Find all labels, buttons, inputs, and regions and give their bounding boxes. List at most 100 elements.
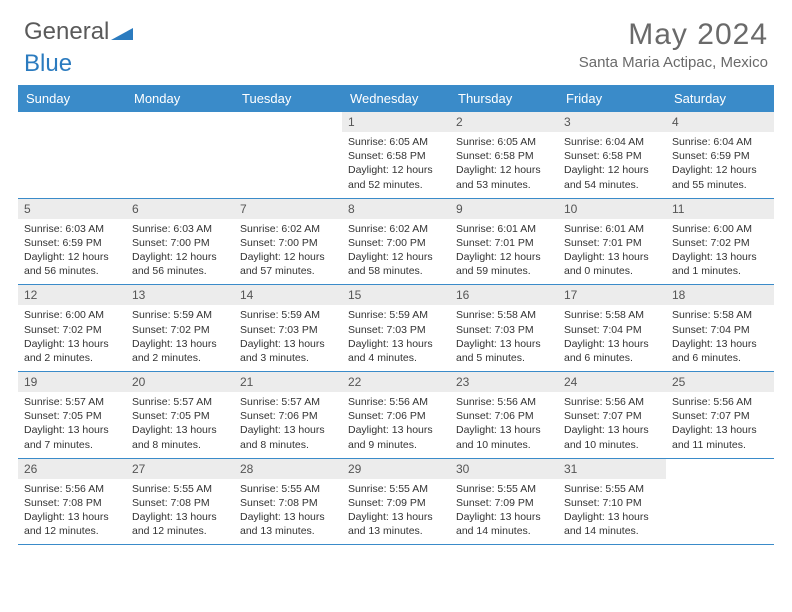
day-cell: 27Sunrise: 5:55 AMSunset: 7:08 PMDayligh… [126,458,234,545]
day-number: 23 [450,372,558,392]
day-cell: 22Sunrise: 5:56 AMSunset: 7:06 PMDayligh… [342,372,450,459]
day-details: Sunrise: 5:56 AMSunset: 7:07 PMDaylight:… [558,392,666,458]
day-cell: 14Sunrise: 5:59 AMSunset: 7:03 PMDayligh… [234,285,342,372]
week-row: 26Sunrise: 5:56 AMSunset: 7:08 PMDayligh… [18,458,774,545]
day-number: 18 [666,285,774,305]
day-details: Sunrise: 6:02 AMSunset: 7:00 PMDaylight:… [234,219,342,285]
day-details [126,132,234,182]
day-details: Sunrise: 5:56 AMSunset: 7:07 PMDaylight:… [666,392,774,458]
week-row: 12Sunrise: 6:00 AMSunset: 7:02 PMDayligh… [18,285,774,372]
day-cell: 13Sunrise: 5:59 AMSunset: 7:02 PMDayligh… [126,285,234,372]
day-cell: 21Sunrise: 5:57 AMSunset: 7:06 PMDayligh… [234,372,342,459]
day-cell: 24Sunrise: 5:56 AMSunset: 7:07 PMDayligh… [558,372,666,459]
day-number: 2 [450,112,558,132]
day-header: Tuesday [234,85,342,112]
day-details: Sunrise: 5:56 AMSunset: 7:06 PMDaylight:… [342,392,450,458]
day-details: Sunrise: 5:56 AMSunset: 7:06 PMDaylight:… [450,392,558,458]
day-header: Thursday [450,85,558,112]
day-header: Saturday [666,85,774,112]
day-number: 3 [558,112,666,132]
day-details: Sunrise: 5:58 AMSunset: 7:04 PMDaylight:… [666,305,774,371]
day-number: 13 [126,285,234,305]
day-details: Sunrise: 6:04 AMSunset: 6:58 PMDaylight:… [558,132,666,198]
day-number: 28 [234,459,342,479]
day-details: Sunrise: 5:57 AMSunset: 7:05 PMDaylight:… [126,392,234,458]
day-details: Sunrise: 5:59 AMSunset: 7:03 PMDaylight:… [234,305,342,371]
day-number: 29 [342,459,450,479]
day-details: Sunrise: 6:00 AMSunset: 7:02 PMDaylight:… [18,305,126,371]
day-cell: 11Sunrise: 6:00 AMSunset: 7:02 PMDayligh… [666,198,774,285]
day-number: 26 [18,459,126,479]
day-number: 20 [126,372,234,392]
day-header: Sunday [18,85,126,112]
week-row: 5Sunrise: 6:03 AMSunset: 6:59 PMDaylight… [18,198,774,285]
day-details: Sunrise: 6:04 AMSunset: 6:59 PMDaylight:… [666,132,774,198]
day-details: Sunrise: 6:05 AMSunset: 6:58 PMDaylight:… [450,132,558,198]
day-cell: 28Sunrise: 5:55 AMSunset: 7:08 PMDayligh… [234,458,342,545]
day-cell: 7Sunrise: 6:02 AMSunset: 7:00 PMDaylight… [234,198,342,285]
day-number: 4 [666,112,774,132]
day-cell: 26Sunrise: 5:56 AMSunset: 7:08 PMDayligh… [18,458,126,545]
day-number: 30 [450,459,558,479]
day-details: Sunrise: 6:01 AMSunset: 7:01 PMDaylight:… [558,219,666,285]
day-number: 21 [234,372,342,392]
day-number: 1 [342,112,450,132]
day-number: 22 [342,372,450,392]
day-number [666,459,774,479]
day-number: 6 [126,199,234,219]
day-number [234,112,342,132]
day-cell: 4Sunrise: 6:04 AMSunset: 6:59 PMDaylight… [666,112,774,198]
day-details: Sunrise: 5:55 AMSunset: 7:10 PMDaylight:… [558,479,666,545]
day-details: Sunrise: 5:59 AMSunset: 7:03 PMDaylight:… [342,305,450,371]
title-block: May 2024 Santa Maria Actipac, Mexico [579,18,768,71]
day-number: 12 [18,285,126,305]
empty-cell [666,458,774,545]
logo-text-1: General [24,18,109,46]
day-number: 14 [234,285,342,305]
month-title: May 2024 [579,18,768,52]
day-header: Monday [126,85,234,112]
day-details: Sunrise: 5:55 AMSunset: 7:08 PMDaylight:… [234,479,342,545]
day-number: 11 [666,199,774,219]
day-cell: 18Sunrise: 5:58 AMSunset: 7:04 PMDayligh… [666,285,774,372]
week-row: 1Sunrise: 6:05 AMSunset: 6:58 PMDaylight… [18,112,774,198]
day-details: Sunrise: 5:59 AMSunset: 7:02 PMDaylight:… [126,305,234,371]
day-number: 9 [450,199,558,219]
calendar-table: SundayMondayTuesdayWednesdayThursdayFrid… [18,85,774,545]
day-details: Sunrise: 5:58 AMSunset: 7:04 PMDaylight:… [558,305,666,371]
day-cell: 12Sunrise: 6:00 AMSunset: 7:02 PMDayligh… [18,285,126,372]
day-number: 5 [18,199,126,219]
day-details: Sunrise: 5:55 AMSunset: 7:09 PMDaylight:… [342,479,450,545]
day-number: 17 [558,285,666,305]
empty-cell [126,112,234,198]
day-number: 24 [558,372,666,392]
day-cell: 9Sunrise: 6:01 AMSunset: 7:01 PMDaylight… [450,198,558,285]
day-number: 25 [666,372,774,392]
logo-triangle-icon [111,24,133,40]
day-details: Sunrise: 5:58 AMSunset: 7:03 PMDaylight:… [450,305,558,371]
day-header-row: SundayMondayTuesdayWednesdayThursdayFrid… [18,85,774,112]
day-cell: 23Sunrise: 5:56 AMSunset: 7:06 PMDayligh… [450,372,558,459]
day-cell: 20Sunrise: 5:57 AMSunset: 7:05 PMDayligh… [126,372,234,459]
day-details: Sunrise: 6:03 AMSunset: 7:00 PMDaylight:… [126,219,234,285]
day-cell: 15Sunrise: 5:59 AMSunset: 7:03 PMDayligh… [342,285,450,372]
day-details: Sunrise: 6:02 AMSunset: 7:00 PMDaylight:… [342,219,450,285]
day-details: Sunrise: 6:03 AMSunset: 6:59 PMDaylight:… [18,219,126,285]
day-cell: 1Sunrise: 6:05 AMSunset: 6:58 PMDaylight… [342,112,450,198]
day-details: Sunrise: 6:00 AMSunset: 7:02 PMDaylight:… [666,219,774,285]
day-details [666,479,774,529]
day-details: Sunrise: 5:55 AMSunset: 7:09 PMDaylight:… [450,479,558,545]
day-cell: 30Sunrise: 5:55 AMSunset: 7:09 PMDayligh… [450,458,558,545]
day-details [18,132,126,182]
day-cell: 25Sunrise: 5:56 AMSunset: 7:07 PMDayligh… [666,372,774,459]
day-cell: 5Sunrise: 6:03 AMSunset: 6:59 PMDaylight… [18,198,126,285]
day-number: 8 [342,199,450,219]
logo: General [24,18,133,46]
page-header: General May 2024 Santa Maria Actipac, Me… [0,0,792,77]
day-details: Sunrise: 5:55 AMSunset: 7:08 PMDaylight:… [126,479,234,545]
day-cell: 6Sunrise: 6:03 AMSunset: 7:00 PMDaylight… [126,198,234,285]
day-details: Sunrise: 6:01 AMSunset: 7:01 PMDaylight:… [450,219,558,285]
day-number: 27 [126,459,234,479]
day-cell: 10Sunrise: 6:01 AMSunset: 7:01 PMDayligh… [558,198,666,285]
day-details: Sunrise: 5:56 AMSunset: 7:08 PMDaylight:… [18,479,126,545]
